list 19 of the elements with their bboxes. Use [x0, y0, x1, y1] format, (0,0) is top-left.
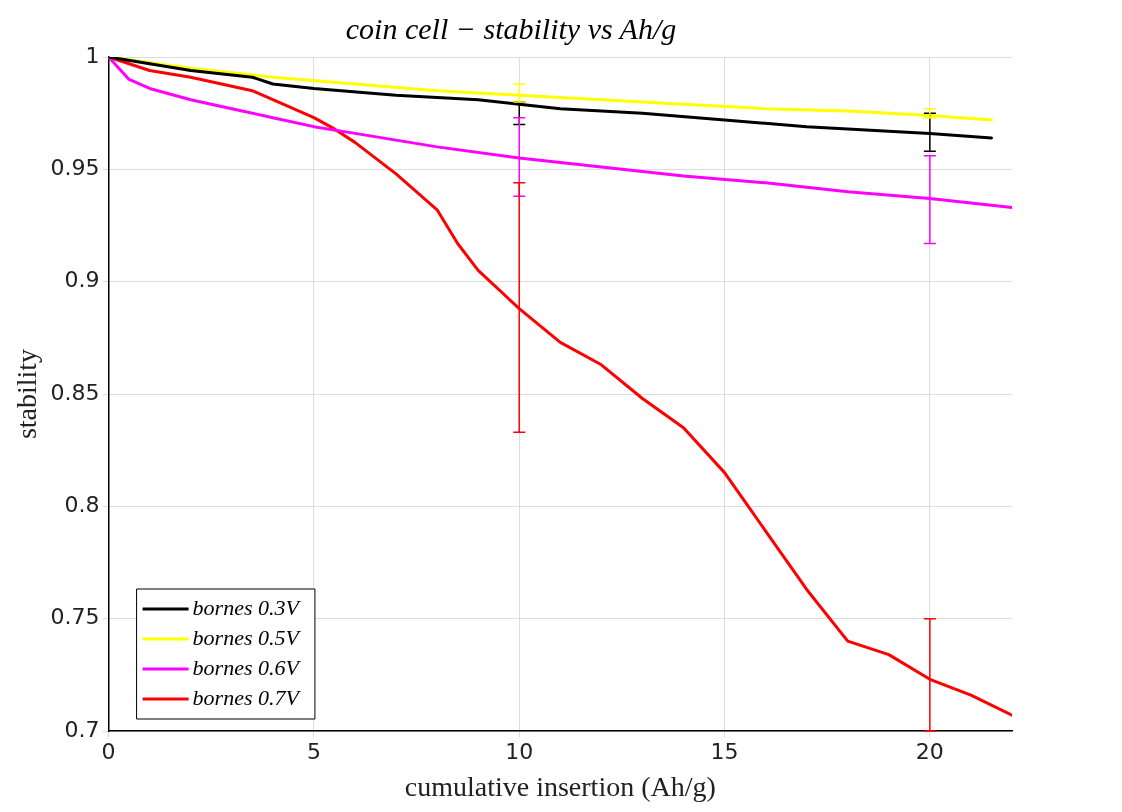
legend-label: bornes 0.5V	[192, 624, 302, 650]
x-tick-label: 5	[306, 738, 321, 764]
x-tick-label: 0	[101, 738, 116, 764]
y-tick-label: 0.95	[50, 155, 100, 181]
x-tick-label: 20	[915, 738, 944, 764]
legend-label: bornes 0.7V	[192, 684, 302, 710]
legend-label: bornes 0.3V	[192, 594, 302, 620]
y-tick-label: 0.9	[64, 267, 100, 293]
x-tick-label: 10	[505, 738, 534, 764]
x-axis-title: cumulative insertion (Ah/g)	[404, 770, 716, 802]
y-tick-label: 0.8	[64, 492, 100, 518]
x-tick-label: 15	[710, 738, 739, 764]
y-tick-label: 0.85	[50, 379, 100, 405]
y-axis-title: stability	[11, 348, 43, 440]
y-tick-label: 0.75	[50, 604, 100, 630]
y-tick-label: 1	[85, 42, 100, 68]
chart-title: coin cell − stability vs Ah/g	[345, 11, 677, 45]
legend-label: bornes 0.6V	[192, 654, 302, 680]
y-tick-label: 0.7	[64, 716, 100, 742]
